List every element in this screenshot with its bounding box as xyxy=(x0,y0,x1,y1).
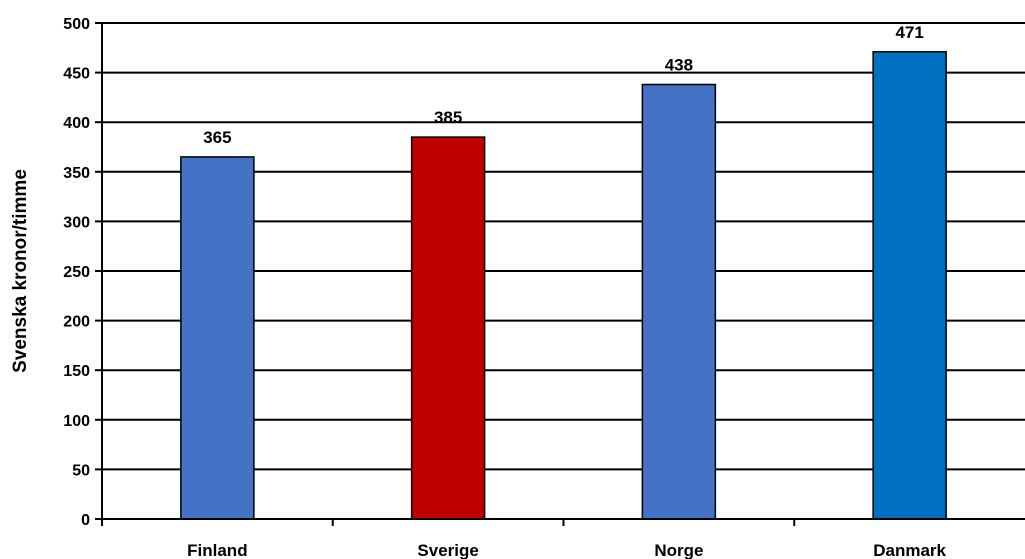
data-label-finland: 365 xyxy=(203,128,231,147)
y-tick-labels: 0 50 100 150 200 250 300 350 400 450 500 xyxy=(63,16,102,529)
data-labels: 365 385 438 471 xyxy=(203,23,924,147)
gridlines xyxy=(102,22,1025,471)
y-axis-label: Svenska kronor/timme xyxy=(10,169,31,373)
y-tick-label-450: 450 xyxy=(63,66,90,83)
data-label-danmark: 471 xyxy=(895,23,923,42)
y-tick-label-50: 50 xyxy=(72,462,90,479)
data-label-sverige: 385 xyxy=(434,108,462,127)
y-tick-label-300: 300 xyxy=(63,214,90,231)
bar-finland xyxy=(180,156,255,520)
bar-danmark xyxy=(872,51,947,520)
x-tick-label-norge: Norge xyxy=(654,541,703,559)
x-tick-labels: Finland Sverige Norge Danmark xyxy=(187,541,946,559)
y-tick-label-350: 350 xyxy=(63,165,90,182)
bar-norge xyxy=(641,83,717,520)
y-tick-label-250: 250 xyxy=(63,264,90,281)
axes xyxy=(101,23,1025,526)
data-label-norge: 438 xyxy=(665,56,693,75)
bars xyxy=(180,51,947,520)
bar-sverige xyxy=(410,136,486,520)
y-tick-label-400: 400 xyxy=(63,115,90,132)
x-tick-label-sverige: Sverige xyxy=(417,541,478,559)
y-tick-label-100: 100 xyxy=(63,413,90,430)
y-tick-label-150: 150 xyxy=(63,363,90,380)
y-tick-label-500: 500 xyxy=(63,16,90,33)
y-tick-label-0: 0 xyxy=(81,512,90,529)
y-tick-label-200: 200 xyxy=(63,314,90,331)
x-tick-label-finland: Finland xyxy=(187,541,247,559)
x-tick-label-danmark: Danmark xyxy=(873,541,946,559)
